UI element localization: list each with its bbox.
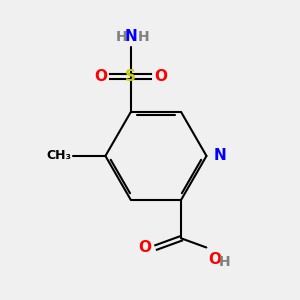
Text: S: S — [125, 69, 136, 84]
Text: N: N — [124, 29, 137, 44]
Text: O: O — [94, 69, 107, 84]
Text: O: O — [208, 252, 221, 267]
Text: O: O — [154, 69, 167, 84]
Text: H: H — [219, 255, 230, 269]
Text: N: N — [214, 148, 227, 164]
Text: H: H — [116, 30, 128, 44]
Text: CH₃: CH₃ — [46, 149, 71, 162]
Text: H: H — [138, 30, 150, 44]
Text: O: O — [139, 240, 152, 255]
